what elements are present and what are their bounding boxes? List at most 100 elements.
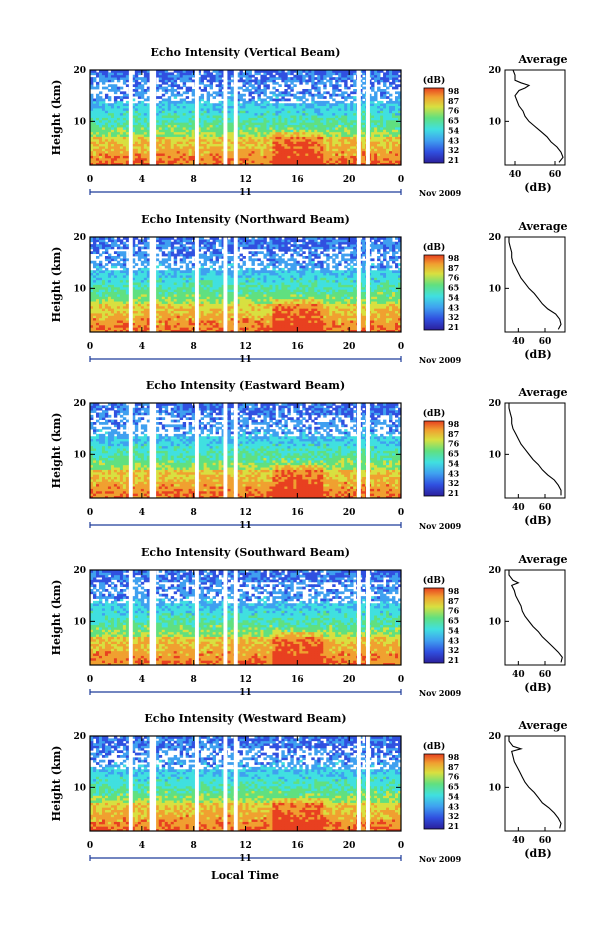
x-tick-label: 0 xyxy=(398,841,404,851)
colorbar-tick-label: 54 xyxy=(448,125,460,135)
colorbar-unit: (dB) xyxy=(423,242,445,253)
average-y-tick-label: 20 xyxy=(488,233,501,243)
average-y-tick-label: 10 xyxy=(488,284,501,294)
x-tick-label: 4 xyxy=(139,175,145,185)
day-label: 11 xyxy=(239,688,252,698)
panel-3: Echo Intensity (Eastward Beam)1020Height… xyxy=(50,379,568,531)
colorbar-tick-label: 21 xyxy=(448,322,459,332)
data-gap xyxy=(366,403,370,498)
data-gap xyxy=(366,70,370,165)
data-gap xyxy=(223,70,227,165)
colorbar-tick-label: 65 xyxy=(448,616,459,626)
y-tick-label: 20 xyxy=(73,399,86,409)
panel-2: Echo Intensity (Northward Beam)1020Heigh… xyxy=(50,213,568,365)
average-y-tick-label: 20 xyxy=(488,66,501,76)
date-label: Nov 2009 xyxy=(419,521,462,531)
colorbar xyxy=(424,255,444,330)
data-gap xyxy=(150,736,156,831)
x-tick-label: 0 xyxy=(87,508,93,518)
colorbar-tick-label: 43 xyxy=(448,801,460,811)
x-tick-label: 20 xyxy=(343,841,356,851)
colorbar-unit: (dB) xyxy=(423,575,445,586)
x-tick-label: 12 xyxy=(239,841,252,851)
data-gap xyxy=(234,237,238,332)
panel-title: Echo Intensity (Northward Beam) xyxy=(141,213,350,226)
average-y-tick-label: 20 xyxy=(488,399,501,409)
y-tick-label: 20 xyxy=(73,66,86,76)
date-label: Nov 2009 xyxy=(419,854,462,864)
average-x-label: (dB) xyxy=(524,681,551,694)
data-gap xyxy=(150,70,156,165)
data-gap xyxy=(357,237,361,332)
y-tick-label: 10 xyxy=(73,117,86,127)
average-profile-line xyxy=(509,736,561,828)
colorbar-tick-label: 32 xyxy=(448,145,459,155)
colorbar-tick-label: 65 xyxy=(448,116,459,126)
colorbar-tick-label: 98 xyxy=(448,253,460,263)
average-x-label: (dB) xyxy=(524,348,551,361)
average-x-tick-label: 60 xyxy=(539,503,552,513)
average-x-tick-label: 60 xyxy=(539,337,552,347)
x-tick-label: 16 xyxy=(291,508,304,518)
average-x-tick-label: 40 xyxy=(509,170,522,180)
colorbar-tick-label: 32 xyxy=(448,645,459,655)
average-frame xyxy=(505,70,565,165)
x-tick-label: 16 xyxy=(291,175,304,185)
colorbar-tick-label: 76 xyxy=(448,273,460,283)
x-tick-label: 8 xyxy=(191,508,197,518)
x-tick-label: 12 xyxy=(239,508,252,518)
average-y-tick-label: 10 xyxy=(488,450,501,460)
colorbar-tick-label: 76 xyxy=(448,606,460,616)
data-gap xyxy=(234,403,238,498)
average-title: Average xyxy=(517,386,567,399)
average-x-tick-label: 40 xyxy=(512,670,525,680)
panel-5: Echo Intensity (Westward Beam)1020Height… xyxy=(50,712,568,864)
colorbar-tick-label: 54 xyxy=(448,625,460,635)
colorbar xyxy=(424,754,444,829)
average-profile-line xyxy=(513,70,563,162)
average-x-tick-label: 60 xyxy=(549,170,562,180)
data-gap xyxy=(129,403,133,498)
colorbar-tick-label: 98 xyxy=(448,752,460,762)
x-tick-label: 16 xyxy=(291,841,304,851)
colorbar-tick-label: 43 xyxy=(448,302,460,312)
x-tick-label: 0 xyxy=(398,342,404,352)
data-gap xyxy=(129,570,133,665)
date-label: Nov 2009 xyxy=(419,355,462,365)
average-profile-line xyxy=(509,570,562,662)
x-axis-label: Local Time xyxy=(211,869,279,882)
colorbar-tick-label: 76 xyxy=(448,772,460,782)
colorbar-tick-label: 76 xyxy=(448,439,460,449)
x-tick-label: 20 xyxy=(343,675,356,685)
average-title: Average xyxy=(517,553,567,566)
x-tick-label: 20 xyxy=(343,342,356,352)
average-x-tick-label: 60 xyxy=(539,836,552,846)
heatmap-field xyxy=(90,403,401,498)
average-x-tick-label: 40 xyxy=(512,503,525,513)
data-gap xyxy=(223,736,227,831)
colorbar-tick-label: 54 xyxy=(448,292,460,302)
colorbar-unit: (dB) xyxy=(423,741,445,752)
data-gap xyxy=(223,403,227,498)
data-gap xyxy=(195,237,199,332)
x-tick-label: 0 xyxy=(87,841,93,851)
data-gap xyxy=(357,70,361,165)
y-axis-label: Height (km) xyxy=(50,80,63,156)
data-gap xyxy=(357,736,361,831)
data-gap xyxy=(366,570,370,665)
colorbar-tick-label: 65 xyxy=(448,449,459,459)
average-frame xyxy=(505,403,565,498)
colorbar-tick-label: 87 xyxy=(448,762,459,772)
average-x-label: (dB) xyxy=(524,181,551,194)
data-gap xyxy=(234,736,238,831)
colorbar-tick-label: 87 xyxy=(448,429,459,439)
y-tick-label: 20 xyxy=(73,566,86,576)
colorbar-tick-label: 32 xyxy=(448,478,459,488)
panel-4: Echo Intensity (Southward Beam)1020Heigh… xyxy=(50,546,568,698)
data-gap xyxy=(150,237,156,332)
y-axis-label: Height (km) xyxy=(50,746,63,822)
average-title: Average xyxy=(517,220,567,233)
y-tick-label: 10 xyxy=(73,617,86,627)
y-tick-label: 20 xyxy=(73,732,86,742)
data-gap xyxy=(366,237,370,332)
